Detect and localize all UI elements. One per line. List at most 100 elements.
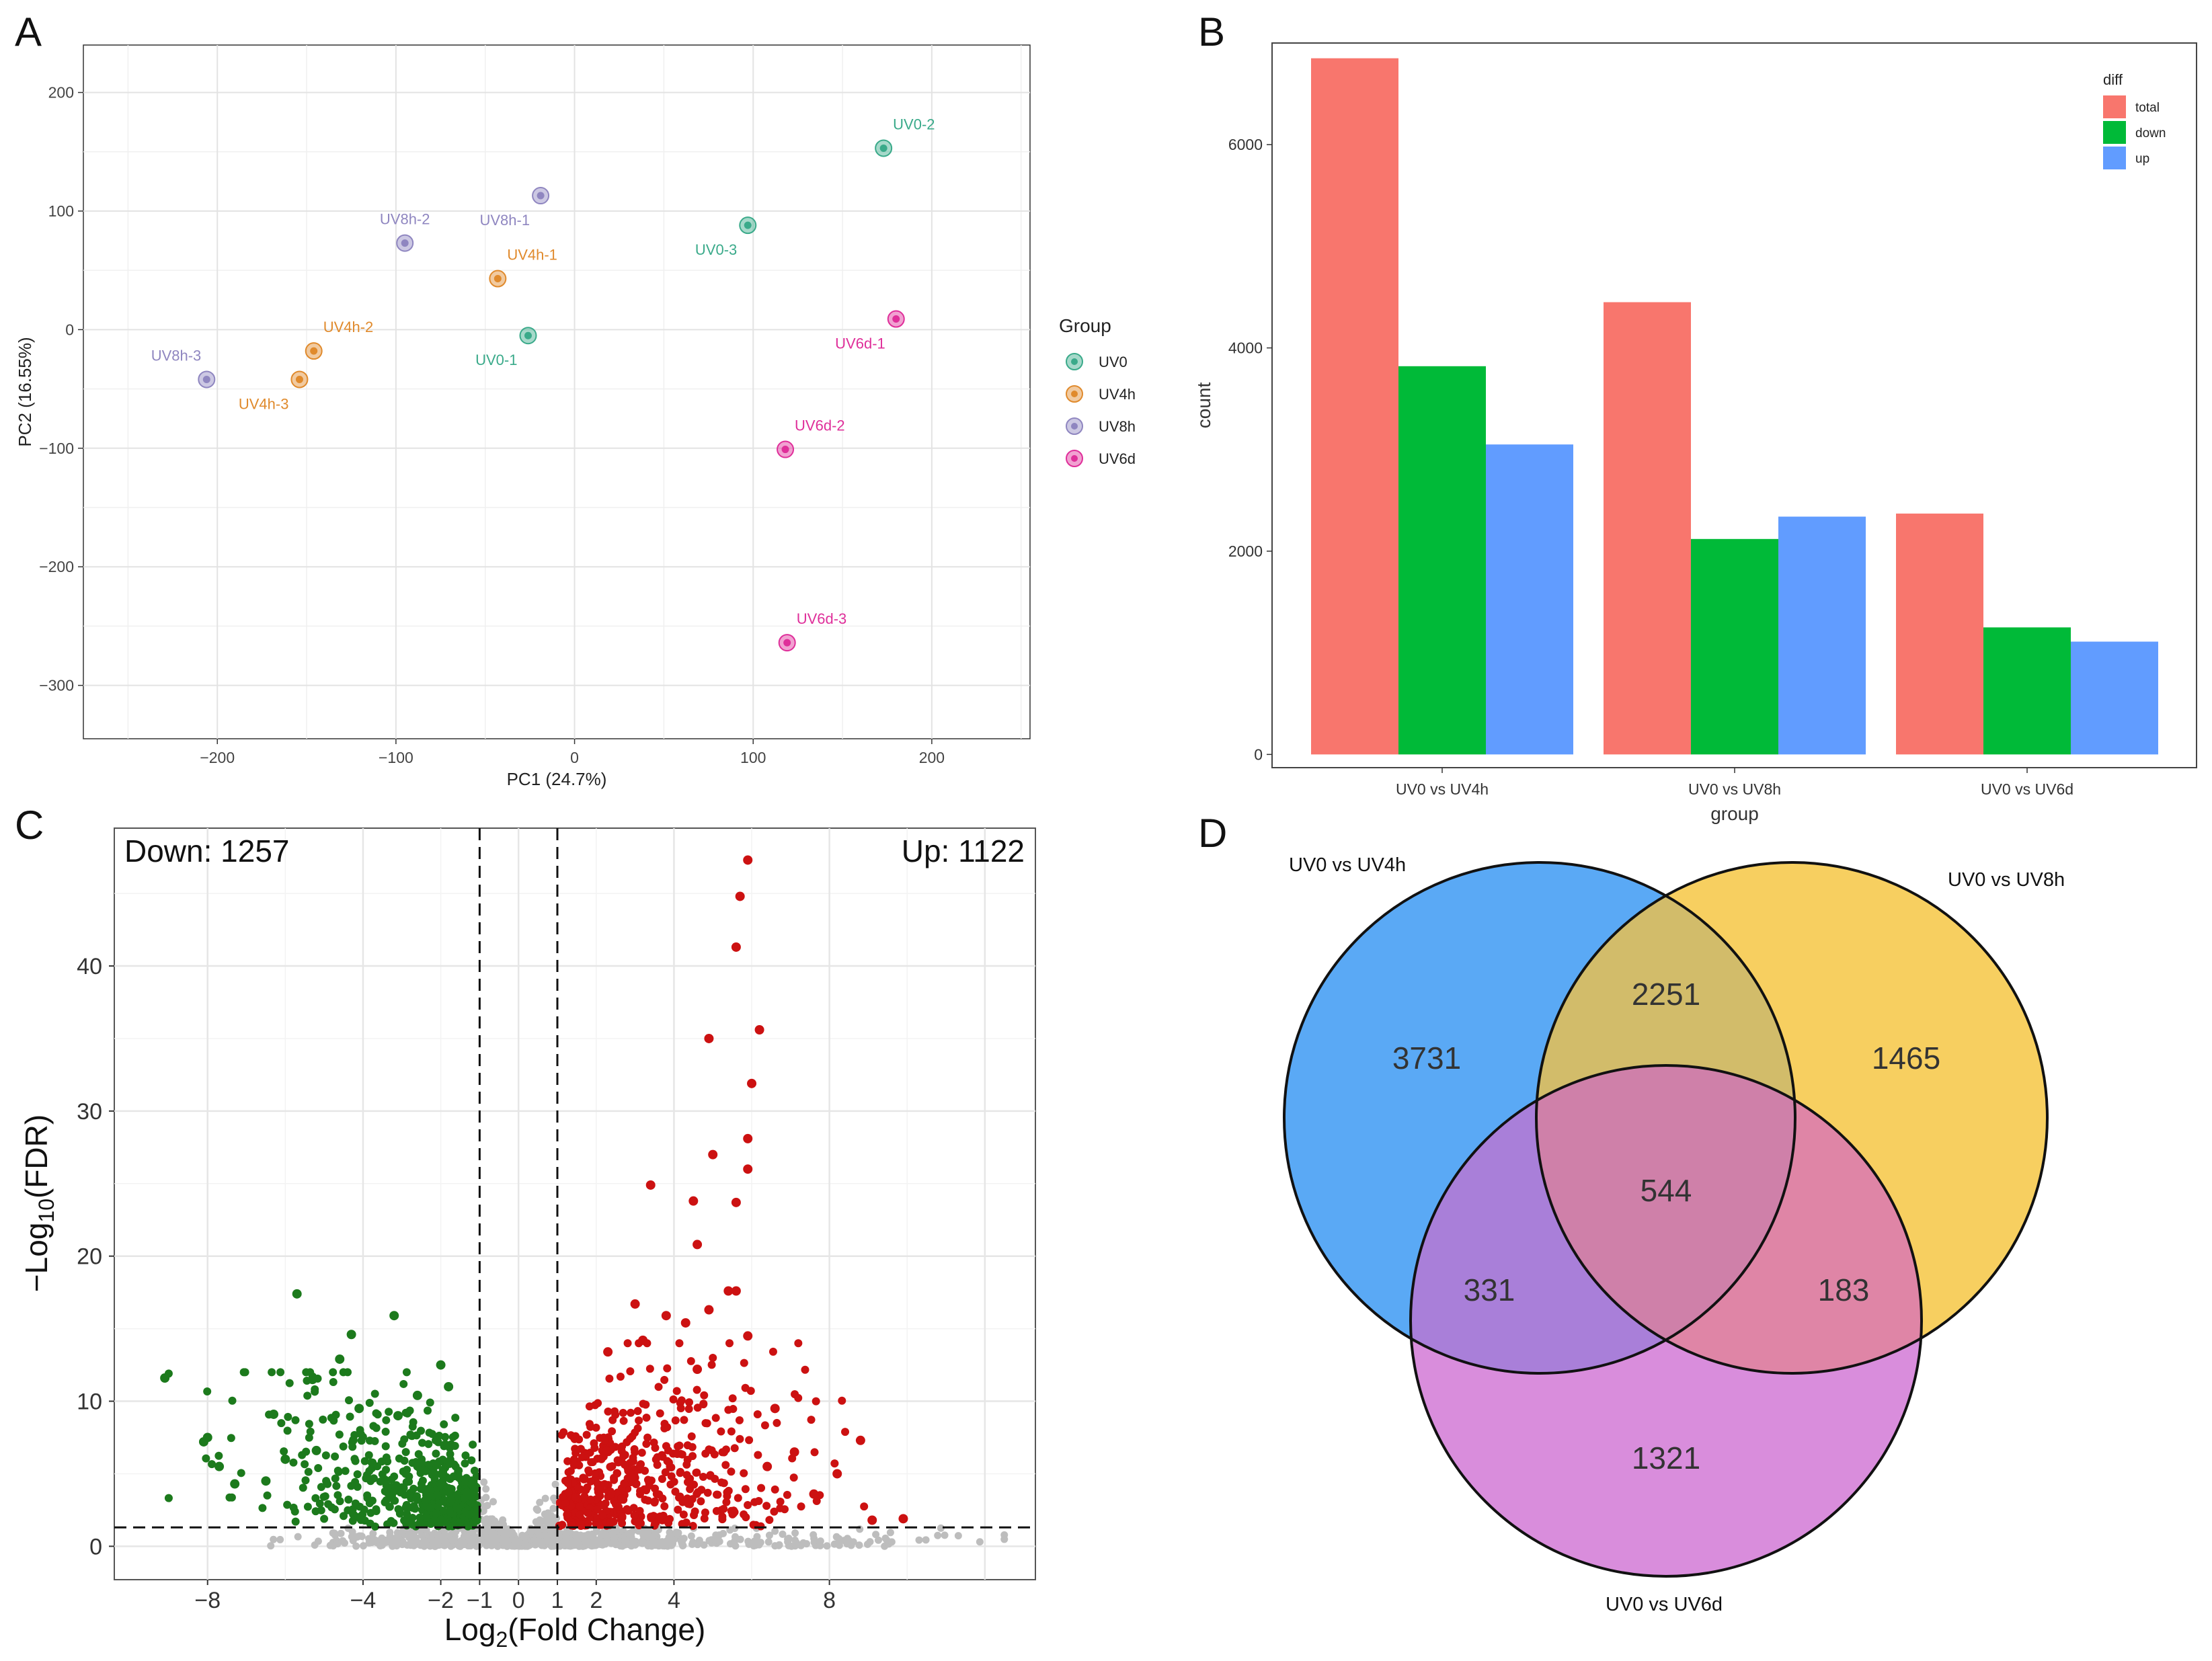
volcano-point-ns <box>348 1528 356 1536</box>
volcano-point-up <box>711 1414 720 1422</box>
volcano-point-down <box>433 1490 442 1499</box>
bar-ticks: UV0 vs UV4h UV0 vs UV8h UV0 vs UV6d 0 2000 40… <box>1228 136 2073 798</box>
volcano-point-up <box>575 1502 584 1510</box>
volcano-point-down <box>381 1442 390 1451</box>
volcano-point-up <box>571 1493 580 1502</box>
volcano-point-down <box>214 1461 225 1471</box>
volcano-point-down <box>314 1464 323 1473</box>
volcano-point-down <box>469 1520 477 1529</box>
volcano-point-ns <box>492 1537 500 1545</box>
volcano-point-up <box>797 1502 805 1511</box>
volcano-point-down <box>467 1456 476 1465</box>
volcano-point-down <box>365 1436 374 1445</box>
volcano-point-up <box>615 1502 623 1511</box>
volcano-point-down <box>398 1439 407 1448</box>
volcano-point-down <box>241 1368 249 1377</box>
volcano-tick-label-x: 2 <box>590 1588 602 1613</box>
pca-tick-label-y: 100 <box>48 202 74 220</box>
venn-count-all: 544 <box>1641 1173 1692 1208</box>
volcano-point-down <box>280 1454 290 1464</box>
volcano-point-down <box>290 1507 299 1516</box>
bar-up <box>1486 444 1573 755</box>
volcano-point-down <box>311 1385 319 1393</box>
pca-point: UV6d-1 <box>835 310 905 352</box>
volcano-point-ns <box>532 1540 540 1548</box>
volcano-point-down <box>320 1514 329 1523</box>
panel-label-c: C <box>15 803 44 848</box>
volcano-point-ns <box>503 1541 511 1549</box>
volcano-point-ns <box>544 1509 552 1517</box>
volcano-point-down <box>303 1391 312 1400</box>
pca-point-dot <box>781 446 789 454</box>
volcano-point-up <box>600 1480 609 1488</box>
volcano-point-down <box>331 1474 340 1483</box>
volcano-point-ns <box>480 1478 488 1486</box>
volcano-point-up <box>558 1492 567 1501</box>
volcano-point-up <box>688 1495 697 1504</box>
volcano-point-ns <box>382 1537 390 1545</box>
bar-category-label: UV0 vs UV8h <box>1688 780 1781 798</box>
volcano-point-ns <box>499 1516 507 1524</box>
bar-tick-label-y: 0 <box>1254 745 1263 763</box>
volcano-point-down <box>413 1462 422 1471</box>
volcano-point-up <box>701 1508 709 1517</box>
volcano-point-up <box>619 1408 627 1417</box>
volcano-point-down <box>446 1487 455 1496</box>
volcano-point-down <box>322 1477 331 1486</box>
volcano-point-down <box>353 1470 362 1479</box>
volcano-point-up <box>635 1506 644 1515</box>
volcano-point-down <box>454 1473 463 1482</box>
volcano-point-up <box>653 1461 662 1469</box>
venn-count-only-6d: 1321 <box>1632 1441 1700 1475</box>
volcano-point-down <box>372 1505 381 1514</box>
volcano-point-ns <box>934 1531 942 1539</box>
volcano-point-up <box>642 1414 651 1422</box>
volcano-point-ns <box>756 1539 764 1547</box>
pca-point: UV0-1 <box>475 327 537 368</box>
volcano-point-up <box>729 1509 738 1518</box>
volcano-point-ns <box>545 1525 553 1533</box>
volcano-point-down <box>413 1496 422 1504</box>
venn-outline-uv4h <box>1283 861 1796 1375</box>
volcano-down-count: Down: 1257 <box>124 834 290 868</box>
volcano-point-up <box>661 1311 671 1321</box>
volcano-point-up <box>721 1461 730 1469</box>
volcano-point-up <box>590 1444 599 1453</box>
venn-count-only-8h: 1465 <box>1872 1041 1940 1076</box>
volcano-point-ns <box>594 1537 602 1545</box>
volcano-points <box>160 855 1009 1550</box>
volcano-point-down <box>370 1474 379 1483</box>
volcano-point-down <box>354 1404 364 1414</box>
volcano-point-up <box>740 1469 748 1477</box>
volcano-point-down <box>327 1414 335 1422</box>
bar-legend-swatch <box>2103 121 2126 144</box>
volcano-tick-label-y: 40 <box>77 954 102 979</box>
volcano-point-down <box>434 1438 442 1447</box>
panel-label-d: D <box>1198 811 1227 856</box>
volcano-point-ns <box>627 1531 635 1539</box>
volcano-point-up <box>660 1502 669 1510</box>
volcano-point-down <box>345 1396 354 1405</box>
volcano-point-ns <box>809 1531 818 1539</box>
pca-point-label: UV0-3 <box>695 241 737 258</box>
volcano-point-ns <box>543 1532 551 1540</box>
volcano-point-down <box>202 1454 210 1463</box>
pca-point: UV6d-2 <box>777 417 845 458</box>
volcano-point-down <box>304 1467 313 1476</box>
pca-point-dot <box>310 347 318 355</box>
pca-tick-label-x: −100 <box>379 749 413 766</box>
volcano-point-up <box>789 1473 798 1482</box>
volcano-point-up <box>700 1391 709 1400</box>
volcano-point-down <box>331 1452 340 1461</box>
pca-legend: Group UV0 UV4h UV8h UV6d <box>1059 315 1136 467</box>
volcano-point-up <box>855 1435 865 1445</box>
pca-tick-label-y: −200 <box>39 558 74 575</box>
pca-point-label: UV8h-3 <box>151 347 202 364</box>
volcano-point-ns <box>816 1541 824 1549</box>
volcano-point-ns <box>267 1542 275 1550</box>
volcano-point-up <box>754 1496 763 1505</box>
volcano-point-up <box>591 1469 600 1477</box>
volcano-point-ns <box>705 1537 713 1545</box>
volcano-point-down <box>426 1519 435 1528</box>
